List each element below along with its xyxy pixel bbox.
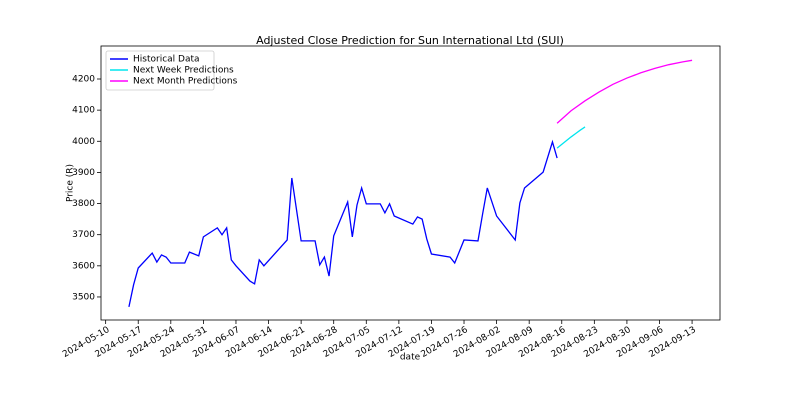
series-line <box>128 139 558 308</box>
legend-box <box>105 50 215 91</box>
y-tick-label: 3600 <box>72 261 95 271</box>
y-tick-label: 4000 <box>72 137 95 147</box>
series-line <box>556 59 693 124</box>
chart-title: Adjusted Close Prediction for Sun Intern… <box>256 34 564 47</box>
y-tick-label: 4200 <box>72 75 95 85</box>
x-axis-label: date <box>400 353 421 363</box>
y-tick-label: 3900 <box>72 168 95 178</box>
y-tick-label: 3700 <box>72 230 95 240</box>
y-tick-label: 4100 <box>72 106 95 116</box>
legend-label: Next Week Predictions <box>133 66 234 76</box>
series-line <box>556 126 586 149</box>
y-tick-label: 3500 <box>72 292 95 302</box>
y-axis-label: Price (R) <box>66 164 76 202</box>
legend-label: Next Month Predictions <box>133 77 238 87</box>
legend-label: Historical Data <box>133 55 200 65</box>
y-tick-label: 3800 <box>72 199 95 209</box>
plot-frame <box>100 45 721 321</box>
